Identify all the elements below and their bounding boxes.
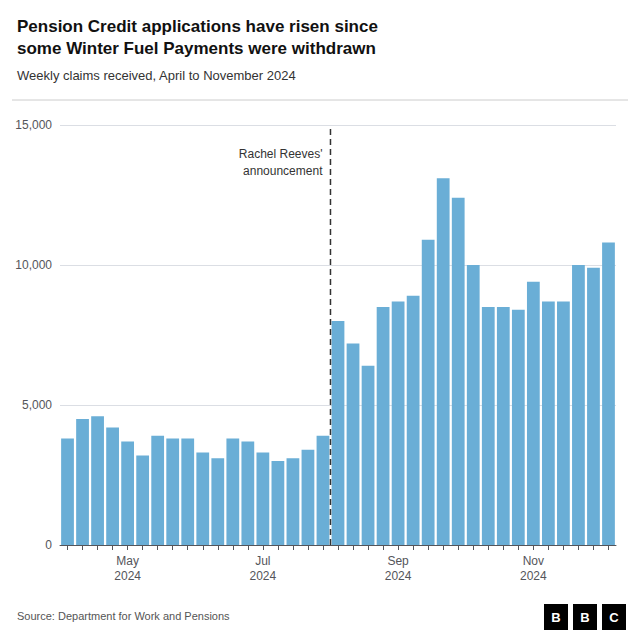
svg-text:Sep: Sep [387, 554, 409, 568]
svg-text:some Winter Fuel Payments were: some Winter Fuel Payments were withdrawn [17, 39, 376, 58]
svg-text:Jul: Jul [255, 554, 270, 568]
svg-text:15,000: 15,000 [15, 118, 52, 132]
svg-text:announcement: announcement [243, 164, 323, 178]
svg-text:10,000: 10,000 [15, 258, 52, 272]
svg-text:Rachel Reeves': Rachel Reeves' [239, 147, 323, 161]
svg-text:Nov: Nov [523, 554, 544, 568]
svg-text:2024: 2024 [114, 569, 141, 583]
svg-text:Source: Department for Work an: Source: Department for Work and Pensions [17, 610, 230, 622]
svg-text:2024: 2024 [385, 569, 412, 583]
svg-text:0: 0 [45, 538, 52, 552]
svg-text:C: C [609, 610, 619, 625]
svg-text:Weekly claims received, April: Weekly claims received, April to Novembe… [17, 68, 296, 83]
svg-text:B: B [580, 610, 589, 625]
svg-text:2024: 2024 [520, 569, 547, 583]
svg-text:Pension Credit applications ha: Pension Credit applications have risen s… [17, 17, 378, 36]
svg-text:May: May [116, 554, 139, 568]
svg-text:5,000: 5,000 [22, 398, 52, 412]
svg-text:B: B [551, 610, 560, 625]
svg-text:2024: 2024 [250, 569, 277, 583]
